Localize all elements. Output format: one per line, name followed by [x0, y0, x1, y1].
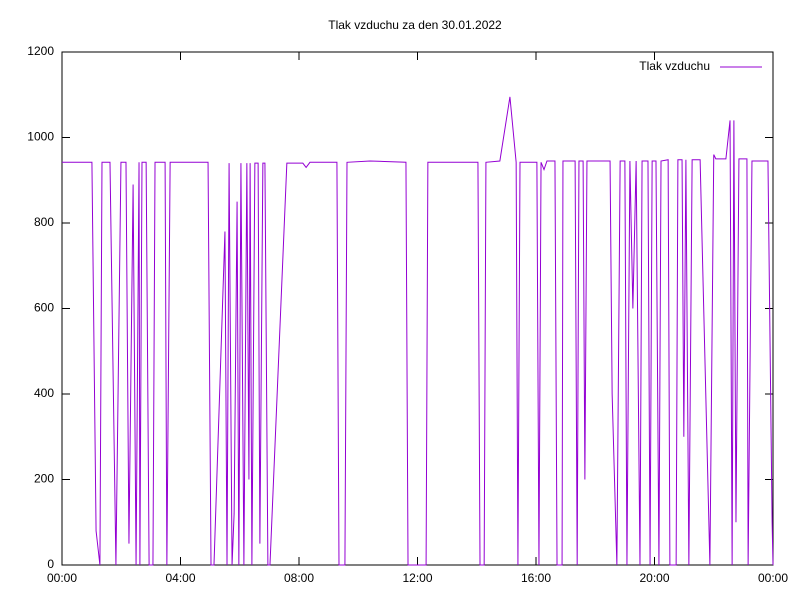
- x-tick-label: 00:00: [758, 571, 788, 585]
- data-line: [62, 96, 774, 566]
- y-tick-label: 200: [34, 472, 54, 486]
- y-tick-label: 1200: [27, 44, 54, 58]
- x-tick-label: 00:00: [47, 571, 77, 585]
- chart-title: Tlak vzduchu za den 30.01.2022: [328, 18, 502, 32]
- y-tick-label: 400: [34, 386, 54, 400]
- x-tick-label: 16:00: [521, 571, 551, 585]
- y-tick-label: 800: [34, 215, 54, 229]
- y-tick-label: 600: [34, 301, 54, 315]
- x-tick-label: 08:00: [284, 571, 314, 585]
- legend-label: Tlak vzduchu: [639, 59, 710, 73]
- y-tick-label: 1000: [27, 130, 54, 144]
- x-tick-label: 20:00: [639, 571, 669, 585]
- x-tick-label: 04:00: [165, 571, 195, 585]
- y-tick-label: 0: [47, 557, 54, 571]
- x-tick-label: 12:00: [402, 571, 432, 585]
